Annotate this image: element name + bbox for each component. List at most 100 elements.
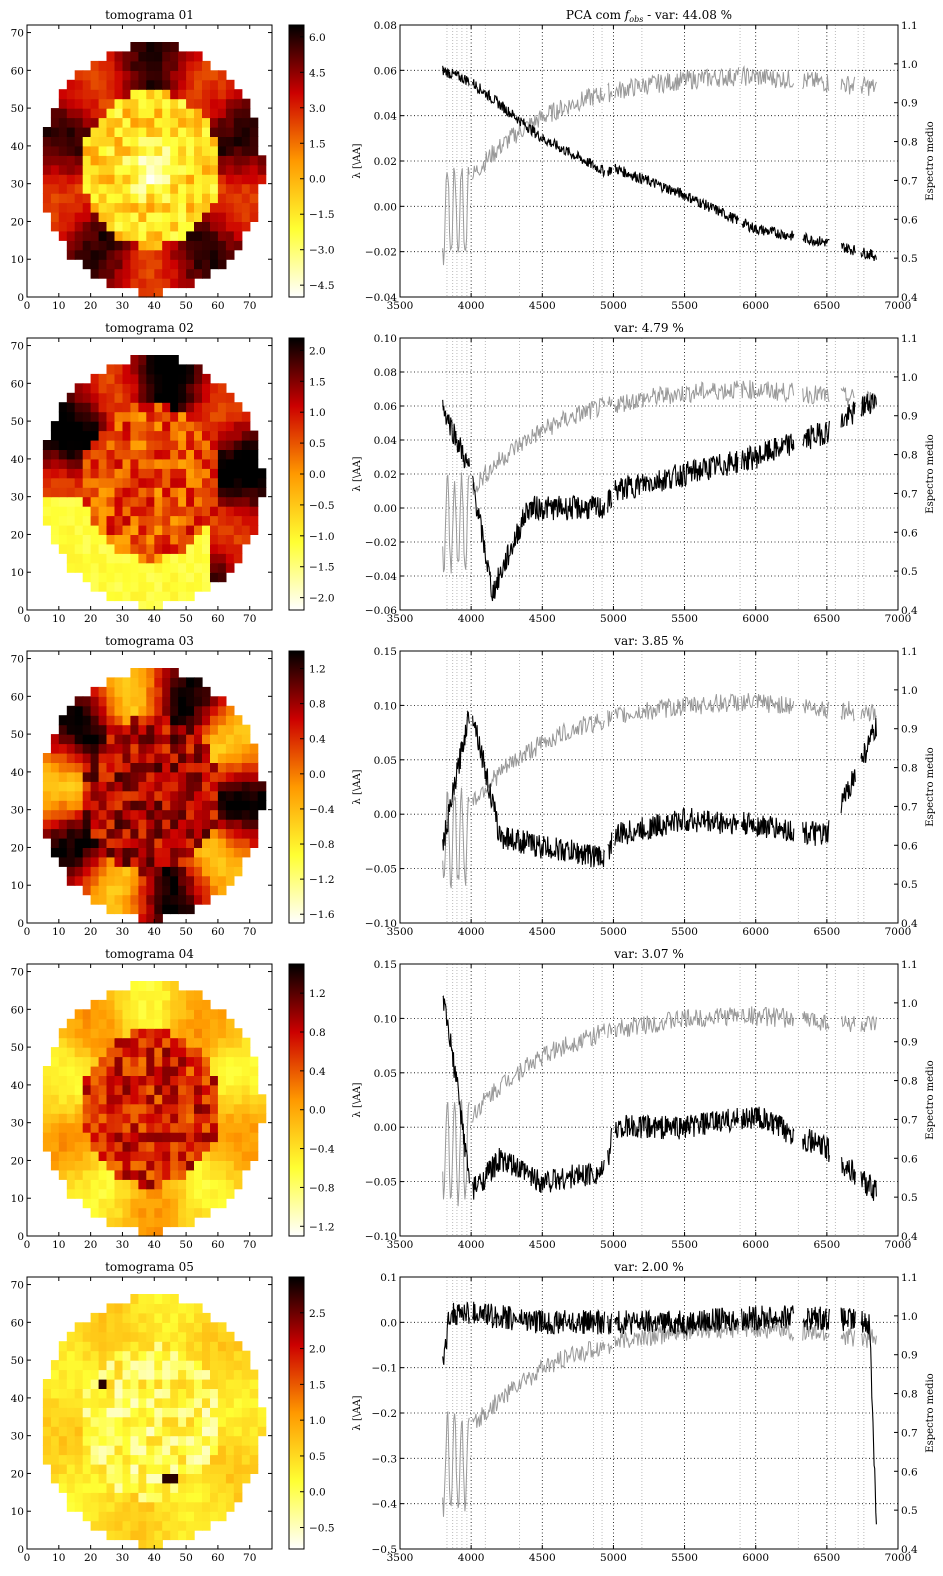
tomogram-pixel <box>130 1217 139 1228</box>
tomogram-title: tomograma 01 <box>105 8 194 22</box>
tomogram-pixel <box>98 1492 108 1503</box>
tomogram-pixel <box>90 809 100 820</box>
tomogram-pixel <box>74 515 84 526</box>
tomogram-pixel <box>74 1322 84 1333</box>
tomogram-pixel <box>42 477 52 488</box>
tomogram-pixel <box>82 715 92 726</box>
tomogram-pixel <box>210 1179 219 1190</box>
tomogram-pixel <box>90 136 100 147</box>
tomogram-pixel <box>82 572 92 583</box>
tomogram-pixel <box>186 800 195 811</box>
tomogram-pixel <box>170 487 179 498</box>
colorbar-tick-label: −1.5 <box>309 562 335 574</box>
tomogram-pixel <box>66 477 76 488</box>
tomogram-pixel <box>122 581 132 592</box>
mean-y-tick-label: 1.0 <box>901 372 918 384</box>
tomogram-pixel <box>241 1407 251 1418</box>
tomogram-pixel <box>122 60 132 71</box>
tomogram-pixel <box>122 202 132 213</box>
tomogram-pixel <box>170 1492 179 1503</box>
tomogram-pixel <box>241 1084 251 1095</box>
tomogram-pixel <box>170 885 179 896</box>
tomogram-pixel <box>98 734 108 745</box>
tomogram-pixel <box>74 164 84 175</box>
tomogram-pixel <box>217 1037 227 1048</box>
tomogram-pixel <box>98 506 108 517</box>
tomogram-pixel <box>106 885 116 896</box>
tomogram-pixel <box>98 1094 108 1105</box>
tomogram-pixel <box>186 1047 195 1058</box>
tomogram-pixel <box>186 1103 195 1114</box>
tomogram-pixel <box>194 230 203 241</box>
tomogram-pixel <box>241 1379 251 1389</box>
tomogram-pixel <box>106 534 116 545</box>
tomogram-pixel <box>122 1492 132 1503</box>
spectrum-x-tick-label: 6500 <box>813 613 840 625</box>
tomogram-pixel <box>138 193 147 204</box>
eigen-spectrum-line <box>614 1107 739 1140</box>
tomogram-pixel <box>249 1151 259 1161</box>
tomogram-pixel <box>186 1160 195 1171</box>
tomogram-pixel <box>114 1303 124 1314</box>
tomogram-pixel <box>98 1360 108 1371</box>
tomogram-pixel <box>58 1482 68 1493</box>
tomogram-pixel <box>138 136 147 147</box>
tomogram-pixel <box>66 136 76 147</box>
tomogram-pixel <box>241 1473 251 1484</box>
tomogram-pixel <box>210 1407 219 1418</box>
tomogram-pixel <box>162 268 171 279</box>
tomogram-pixel <box>106 1122 116 1133</box>
tomogram-pixel <box>146 477 155 488</box>
tomogram-pixel <box>162 809 171 820</box>
tomogram-pixel <box>146 193 155 204</box>
tomogram-pixel <box>225 762 235 773</box>
tomogram-pixel <box>98 1169 108 1180</box>
tomogram-pixel <box>114 1056 124 1067</box>
eigen-spectrum-line <box>607 832 613 860</box>
tomogram-pixel <box>186 411 195 422</box>
tomogram-pixel <box>138 1407 147 1418</box>
tomogram-pixel <box>217 477 227 488</box>
tomogram-pixel <box>210 734 219 745</box>
tomogram-pixel <box>249 155 259 166</box>
tomogram-pixel <box>146 421 155 432</box>
tomogram-pixel <box>130 117 139 128</box>
colorbar-tick-label: 0.0 <box>309 174 326 186</box>
tomogram-pixel <box>154 1350 163 1361</box>
tomogram-pixel <box>98 1018 108 1029</box>
tomogram-pixel <box>194 1169 203 1180</box>
tomogram-x-tick-label: 60 <box>211 300 224 312</box>
tomogram-pixel <box>178 1169 187 1180</box>
tomogram-pixel <box>114 553 124 564</box>
tomogram-pixel <box>98 696 108 707</box>
tomogram-pixel <box>82 230 92 241</box>
spectrum-y-tick-label: −0.02 <box>365 247 397 259</box>
tomogram-pixel <box>241 117 251 128</box>
tomogram-pixel <box>90 155 100 166</box>
tomogram-pixel <box>154 1113 163 1124</box>
tomogram-pixel <box>178 1047 187 1058</box>
tomogram-pixel <box>82 724 92 735</box>
tomogram-pixel <box>162 164 171 175</box>
tomogram-pixel <box>178 1009 187 1020</box>
tomogram-pixel <box>74 790 84 801</box>
tomogram-pixel <box>82 127 92 137</box>
tomogram-pixel <box>194 771 203 782</box>
tomogram-pixel <box>249 809 259 820</box>
tomogram-pixel <box>170 1028 179 1039</box>
tomogram-pixel <box>114 990 124 1001</box>
tomogram-pixel <box>58 743 68 754</box>
tomogram-pixel <box>90 686 100 697</box>
tomogram-pixel <box>225 715 235 726</box>
colorbar-tick-label: 2.0 <box>309 345 326 357</box>
tomogram-pixel <box>162 1426 171 1437</box>
tomogram-pixel <box>66 145 76 156</box>
tomogram-pixel <box>178 1179 187 1190</box>
tomogram-pixel <box>162 847 171 858</box>
tomogram-pixel <box>58 506 68 517</box>
tomogram-pixel <box>106 449 116 460</box>
tomogram-y-tick-label: 50 <box>11 416 24 428</box>
tomogram-pixel <box>98 1511 108 1522</box>
tomogram-pixel <box>90 1207 100 1218</box>
tomogram-pixel <box>186 477 195 488</box>
